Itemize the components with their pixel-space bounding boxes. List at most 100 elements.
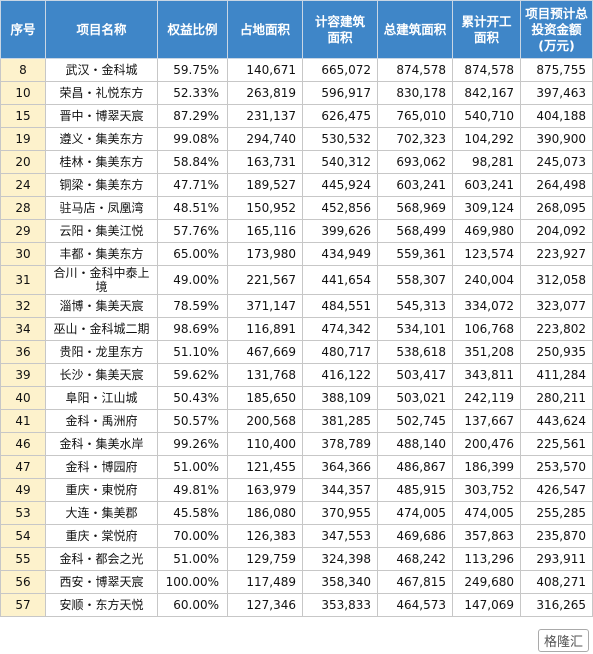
cell-value: 126,383 [227,524,303,548]
cell-value: 474,005 [377,501,453,525]
cell-value: 165,116 [227,219,303,243]
table-row: 29 云阳・集美江悦 57.76% 165,116 399,626 568,499 469,… [0,219,593,243]
cell-value: 364,366 [302,455,378,479]
project-name: 大连・集美郡 [45,501,158,525]
cell-value: 357,863 [452,524,521,548]
cell-value: 58.84% [157,150,228,174]
header-text: 面积 [327,29,353,45]
header-text: 序号 [10,21,36,37]
row-index: 8 [0,58,46,82]
cell-value: 485,915 [377,478,453,502]
row-index: 28 [0,196,46,220]
cell-value: 280,211 [520,386,593,410]
cell-value: 426,547 [520,478,593,502]
table-row: 20 桂林・集美东方 58.84% 163,731 540,312 693,062 98,2… [0,150,593,174]
header-text: 计容建筑 [314,13,365,29]
cell-value: 503,021 [377,386,453,410]
table-row: 54 重庆・棠悦府 70.00% 126,383 347,553 469,686 357,8… [0,524,593,548]
cell-value: 163,731 [227,150,303,174]
cell-value: 264,498 [520,173,593,197]
cell-value: 221,567 [227,265,303,295]
header-text: 累计开工 [461,13,512,29]
cell-value: 253,570 [520,455,593,479]
cell-value: 469,980 [452,219,521,243]
cell-value: 99.26% [157,432,228,456]
cell-value: 57.76% [157,219,228,243]
cell-value: 559,361 [377,242,453,266]
cell-value: 693,062 [377,150,453,174]
project-name: 阜阳・江山城 [45,386,158,410]
row-index: 20 [0,150,46,174]
cell-value: 49.00% [157,265,228,295]
cell-value: 603,241 [377,173,453,197]
cell-value: 370,955 [302,501,378,525]
project-name: 重庆・棠悦府 [45,524,158,548]
table-row: 41 金科・禹洲府 50.57% 200,568 381,285 502,745 137,6… [0,409,593,433]
cell-value: 225,561 [520,432,593,456]
cell-value: 467,815 [377,570,453,594]
cell-value: 173,980 [227,242,303,266]
cell-value: 47.71% [157,173,228,197]
project-name: 重庆・東悦府 [45,478,158,502]
cell-value: 189,527 [227,173,303,197]
cell-value: 323,077 [520,294,593,318]
cell-value: 245,073 [520,150,593,174]
cell-value: 204,092 [520,219,593,243]
cell-value: 484,551 [302,294,378,318]
cell-value: 121,455 [227,455,303,479]
project-name: 遵义・集美东方 [45,127,158,151]
row-index: 15 [0,104,46,128]
cell-value: 353,833 [302,593,378,617]
cell-value: 242,119 [452,386,521,410]
table-row: 19 遵义・集美东方 99.08% 294,740 530,532 702,323 104,… [0,127,593,151]
cell-value: 59.75% [157,58,228,82]
project-name: 晋中・博翠天宸 [45,104,158,128]
row-index: 39 [0,363,46,387]
header-text: 投资金额 [531,21,582,37]
project-name: 桂林・集美东方 [45,150,158,174]
cell-value: 344,357 [302,478,378,502]
cell-value: 127,346 [227,593,303,617]
cell-value: 185,650 [227,386,303,410]
cell-value: 334,072 [452,294,521,318]
cell-value: 45.58% [157,501,228,525]
cell-value: 503,417 [377,363,453,387]
cell-value: 123,574 [452,242,521,266]
project-name: 金科・博园府 [45,455,158,479]
row-index: 32 [0,294,46,318]
cell-value: 351,208 [452,340,521,364]
cell-value: 78.59% [157,294,228,318]
table-row: 36 贵阳・龙里东方 51.10% 467,669 480,717 538,618 351,… [0,340,593,364]
cell-value: 502,745 [377,409,453,433]
cell-value: 381,285 [302,409,378,433]
cell-value: 223,802 [520,317,593,341]
table-row: 47 金科・博园府 51.00% 121,455 364,366 486,867 186,3… [0,455,593,479]
header-cell: 总建筑面积 [377,0,453,59]
cell-value: 474,005 [452,501,521,525]
cell-value: 87.29% [157,104,228,128]
row-index: 49 [0,478,46,502]
cell-value: 231,137 [227,104,303,128]
cell-value: 303,752 [452,478,521,502]
project-name: 驻马店・凤凰湾 [45,196,158,220]
cell-value: 48.51% [157,196,228,220]
cell-value: 486,867 [377,455,453,479]
cell-value: 293,911 [520,547,593,571]
cell-value: 117,489 [227,570,303,594]
cell-value: 51.00% [157,455,228,479]
cell-value: 113,296 [452,547,521,571]
cell-value: 223,927 [520,242,593,266]
row-index: 56 [0,570,46,594]
cell-value: 480,717 [302,340,378,364]
cell-value: 52.33% [157,81,228,105]
cell-value: 70.00% [157,524,228,548]
table-row: 40 阜阳・江山城 50.43% 185,650 388,109 503,021 242,1… [0,386,593,410]
header-cell: 权益比例 [157,0,228,59]
project-name: 金科・禹洲府 [45,409,158,433]
cell-value: 603,241 [452,173,521,197]
cell-value: 147,069 [452,593,521,617]
header-text: 总建筑面积 [383,21,447,37]
cell-value: 235,870 [520,524,593,548]
row-index: 19 [0,127,46,151]
